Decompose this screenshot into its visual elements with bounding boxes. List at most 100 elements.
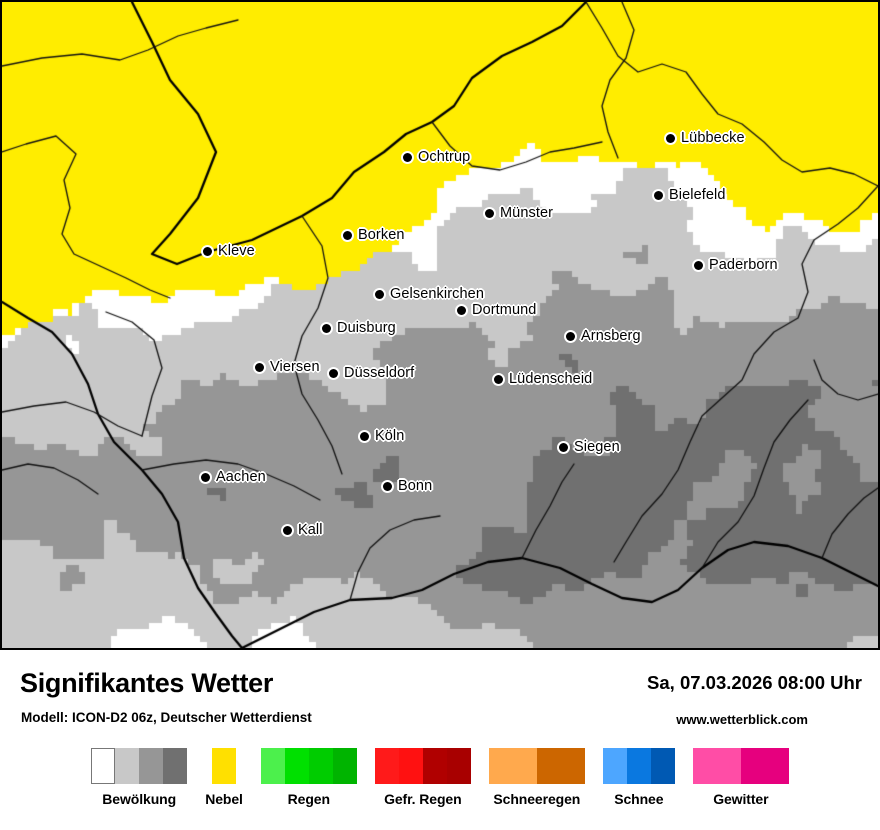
legend-swatch xyxy=(716,748,741,784)
legend-swatch xyxy=(422,748,447,784)
legend-label: Regen xyxy=(287,791,330,807)
city-marker-viersen[interactable]: Viersen xyxy=(255,359,320,375)
city-dot-icon xyxy=(694,260,703,270)
legend-swatches xyxy=(374,748,471,784)
forecast-datetime: Sa, 07.03.2026 08:00 Uhr xyxy=(647,672,862,693)
legend-item-nebel: Nebel xyxy=(205,748,243,807)
city-dot-icon xyxy=(329,368,338,378)
city-dot-icon xyxy=(485,208,494,218)
legend-swatch xyxy=(446,748,471,784)
city-marker-bielefeld[interactable]: Bielefeld xyxy=(654,187,726,203)
legend-swatch xyxy=(488,748,513,784)
city-label: Borken xyxy=(358,227,405,243)
legend-swatches xyxy=(488,748,585,784)
city-dot-icon xyxy=(201,472,210,482)
legend-label: Nebel xyxy=(205,791,243,807)
city-marker-ochtrup[interactable]: Ochtrup xyxy=(403,149,470,165)
legend-label: Schnee xyxy=(614,791,664,807)
map-footer: Signifikantes Wetter Sa, 07.03.2026 08:0… xyxy=(0,650,880,830)
city-marker-gelsenkirchen[interactable]: Gelsenkirchen xyxy=(375,286,484,302)
city-dot-icon xyxy=(559,442,568,452)
legend-label: Gefr. Regen xyxy=(384,791,462,807)
city-dot-icon xyxy=(566,331,575,341)
legend-swatch xyxy=(284,748,309,784)
legend-swatch xyxy=(212,748,236,784)
city-marker-kleve[interactable]: Kleve xyxy=(203,243,255,259)
city-label-layer: Lübbecke Ochtrup Bielefeld Münster Borken Kle… xyxy=(2,2,878,648)
legend-item-bew-lkung: Bewölkung xyxy=(91,748,188,807)
city-label: Paderborn xyxy=(709,257,778,273)
city-marker-siegen[interactable]: Siegen xyxy=(559,439,620,455)
city-marker-m-nster[interactable]: Münster xyxy=(485,205,553,221)
legend-swatch xyxy=(650,748,675,784)
page-title: Signifikantes Wetter xyxy=(20,668,274,698)
legend-swatches xyxy=(91,748,188,784)
city-label: Münster xyxy=(500,205,554,221)
legend-swatch xyxy=(260,748,285,784)
city-dot-icon xyxy=(654,190,663,200)
city-marker-k-ln[interactable]: Köln xyxy=(360,428,404,444)
legend-swatches xyxy=(602,748,675,784)
city-label: Bonn xyxy=(398,478,433,494)
legend-item-gewitter: Gewitter xyxy=(692,748,789,807)
city-marker-bonn[interactable]: Bonn xyxy=(383,478,432,494)
legend-item-schneeregen: Schneeregen xyxy=(488,748,585,807)
city-label: Aachen xyxy=(216,469,266,485)
legend-swatch xyxy=(374,748,399,784)
city-dot-icon xyxy=(403,152,412,162)
legend-swatch xyxy=(560,748,585,784)
city-label: Kall xyxy=(298,522,323,538)
city-label: Düsseldorf xyxy=(344,365,415,381)
city-label: Duisburg xyxy=(337,320,396,336)
city-label: Lüdenscheid xyxy=(509,371,593,387)
weather-map[interactable]: Lübbecke Ochtrup Bielefeld Münster Borken Kle… xyxy=(0,0,880,650)
model-source-label: Modell: ICON-D2 06z, Deutscher Wetterdie… xyxy=(21,710,312,725)
city-dot-icon xyxy=(383,481,392,491)
city-marker-l-denscheid[interactable]: Lüdenscheid xyxy=(494,371,592,387)
legend-swatch xyxy=(764,748,789,784)
city-dot-icon xyxy=(322,323,331,333)
city-dot-icon xyxy=(666,133,675,143)
city-label: Dortmund xyxy=(472,302,537,318)
city-dot-icon xyxy=(343,230,352,240)
city-label: Arnsberg xyxy=(581,328,641,344)
legend-item-regen: Regen xyxy=(260,748,357,807)
legend-swatches xyxy=(692,748,789,784)
legend-label: Schneeregen xyxy=(493,791,581,807)
city-label: Siegen xyxy=(574,439,620,455)
weather-legend: Bewölkung Nebel Regen Gefr. Regen Schneerege… xyxy=(0,748,880,807)
city-label: Bielefeld xyxy=(669,187,726,203)
city-marker-d-sseldorf[interactable]: Düsseldorf xyxy=(329,365,414,381)
legend-swatch xyxy=(692,748,717,784)
city-marker-paderborn[interactable]: Paderborn xyxy=(694,257,778,273)
city-dot-icon xyxy=(203,246,212,256)
legend-swatch xyxy=(602,748,627,784)
legend-swatch xyxy=(626,748,651,784)
city-label: Köln xyxy=(375,428,405,444)
city-dot-icon xyxy=(255,362,264,372)
city-label: Ochtrup xyxy=(418,149,471,165)
footer-title-row: Signifikantes Wetter Sa, 07.03.2026 08:0… xyxy=(0,668,880,702)
legend-swatch xyxy=(115,748,140,784)
significant-weather-raster xyxy=(2,2,878,648)
city-dot-icon xyxy=(283,525,292,535)
legend-swatch xyxy=(398,748,423,784)
legend-swatches xyxy=(212,748,236,784)
website-label: www.wetterblick.com xyxy=(676,712,808,727)
city-marker-borken[interactable]: Borken xyxy=(343,227,405,243)
legend-label: Bewölkung xyxy=(102,791,177,807)
legend-swatch xyxy=(163,748,188,784)
legend-item-gefr-regen: Gefr. Regen xyxy=(374,748,471,807)
city-marker-arnsberg[interactable]: Arnsberg xyxy=(566,328,641,344)
legend-swatch xyxy=(740,748,765,784)
city-marker-l-bbecke[interactable]: Lübbecke xyxy=(666,130,745,146)
legend-swatch xyxy=(536,748,561,784)
city-marker-duisburg[interactable]: Duisburg xyxy=(322,320,396,336)
city-dot-icon xyxy=(360,431,369,441)
city-dot-icon xyxy=(375,289,384,299)
city-label: Kleve xyxy=(218,243,255,259)
city-marker-kall[interactable]: Kall xyxy=(283,522,323,538)
city-marker-dortmund[interactable]: Dortmund xyxy=(457,302,536,318)
city-marker-aachen[interactable]: Aachen xyxy=(201,469,266,485)
